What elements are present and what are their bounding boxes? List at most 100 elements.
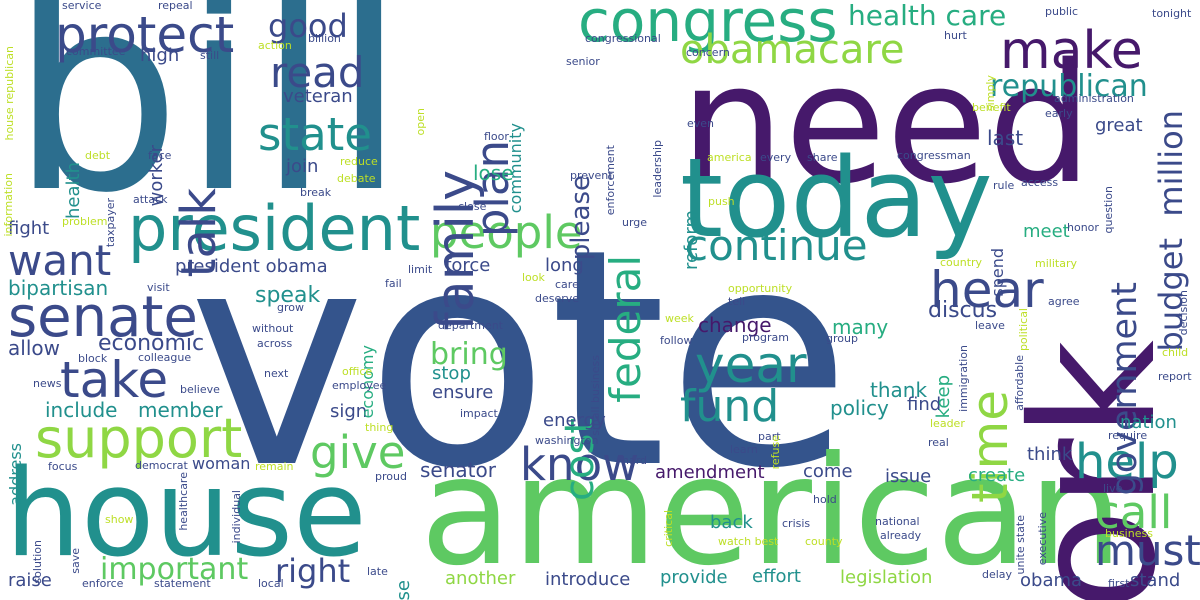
word-healthcare: healthcare: [177, 472, 190, 531]
word-even: even: [687, 117, 715, 130]
word-member: member: [138, 398, 223, 422]
word-watch-best: watch best: [718, 535, 779, 548]
word-agree: agree: [1048, 295, 1080, 308]
word-another: another: [445, 568, 516, 589]
word-military: military: [1035, 257, 1077, 270]
word-stand: stand: [1130, 570, 1181, 591]
word-make: make: [1000, 21, 1143, 81]
word-veteran: veteran: [283, 86, 353, 107]
word-committee: committee: [66, 45, 126, 58]
word-learn: learn: [730, 443, 758, 456]
word-great: great: [1095, 115, 1143, 136]
word-refuse: refuse: [769, 435, 782, 470]
word-know: know: [520, 438, 639, 491]
word-democrat: democrat: [135, 459, 188, 472]
word-speak: speak: [255, 283, 321, 308]
word-give: give: [310, 426, 406, 479]
word-floor: floor: [484, 130, 509, 143]
word-statement: statement: [154, 577, 211, 590]
word-long: long: [545, 255, 584, 276]
word-reform: reform: [681, 210, 702, 271]
word-america: america: [707, 151, 752, 164]
word-push: push: [708, 195, 735, 208]
word-want: want: [8, 236, 112, 285]
word-across: across: [257, 337, 293, 350]
word-enforce: enforce: [82, 577, 124, 590]
word-many: many: [832, 315, 889, 339]
word-community: community: [506, 123, 525, 214]
word-introduce: introduce: [545, 569, 631, 590]
word-first: first: [1108, 577, 1130, 590]
word-support: support: [35, 407, 243, 470]
word-fight: fight: [8, 218, 50, 239]
word-stop: stop: [432, 363, 471, 384]
word-business: business: [1105, 527, 1153, 540]
word-thank: thank: [870, 378, 928, 402]
word-honor: honor: [1067, 221, 1099, 234]
word-office: office: [342, 365, 373, 378]
word-share: share: [807, 151, 838, 164]
word-opportunity: opportunity: [728, 282, 793, 295]
word-debate: debate: [337, 172, 376, 185]
word-action: action: [258, 39, 292, 52]
word-focus: focus: [48, 460, 78, 473]
word-raise: raise: [8, 570, 52, 591]
word-attack: attack: [133, 193, 168, 206]
word-still: still: [200, 49, 220, 62]
word-take: take: [60, 351, 169, 409]
word-billion: billion: [308, 32, 341, 45]
word-health-care: health care: [848, 0, 1007, 32]
word-economic: economic: [98, 331, 205, 356]
word-washington: washington: [535, 434, 599, 447]
word-news: news: [33, 377, 62, 390]
word-leadership: leadership: [651, 140, 664, 198]
word-continue: continue: [685, 221, 868, 270]
word-sign: sign: [330, 401, 368, 422]
word-allow: allow: [8, 336, 60, 360]
word-help: help: [1075, 434, 1179, 490]
word-come: come: [803, 461, 853, 482]
word-find: find: [907, 394, 942, 415]
word-meet: meet: [1023, 221, 1070, 242]
word-congressman: congressman: [897, 149, 971, 162]
word-fund: fund: [680, 381, 780, 432]
word-ensure: ensure: [432, 382, 494, 403]
word-local: local: [258, 577, 284, 590]
word-next: next: [264, 367, 289, 380]
word-debt: debt: [85, 149, 111, 162]
word-impact: impact: [460, 407, 498, 420]
word-political: political: [1017, 308, 1030, 352]
word-amendment: amendment: [655, 462, 765, 483]
word-legislation: legislation: [840, 567, 933, 588]
word-bring: bring: [430, 337, 508, 372]
word-energy: energy: [543, 410, 606, 431]
word-child: child: [1162, 346, 1189, 359]
word-include: include: [45, 398, 118, 422]
word-republican: republican: [990, 69, 1148, 104]
word-issue: issue: [885, 466, 932, 487]
word-keep: keep: [933, 375, 954, 419]
word-taxpayer: taxpayer: [104, 198, 117, 248]
word-information: information: [2, 173, 15, 237]
word-show: show: [105, 513, 134, 526]
word-hurt: hurt: [944, 29, 967, 42]
word-critical: critical: [662, 510, 675, 547]
word-program: program: [742, 331, 789, 344]
word-visit: visit: [147, 281, 170, 294]
word-senior: senior: [566, 55, 600, 68]
word-back: back: [710, 512, 753, 533]
word-house: house: [5, 445, 367, 584]
word-administration: administration: [1054, 92, 1134, 105]
word-force: force: [445, 255, 491, 276]
word-thing: thing: [365, 421, 394, 434]
word-woman: woman: [192, 454, 251, 473]
word-face: face: [148, 149, 172, 162]
word-grow: grow: [277, 301, 304, 314]
word-break: break: [300, 186, 332, 199]
word-vote: vote: [188, 185, 852, 534]
word-million: million: [1152, 110, 1190, 217]
word-government: government: [1105, 282, 1145, 496]
word-tonight: tonight: [1152, 7, 1192, 20]
word-time: time: [961, 390, 1019, 503]
